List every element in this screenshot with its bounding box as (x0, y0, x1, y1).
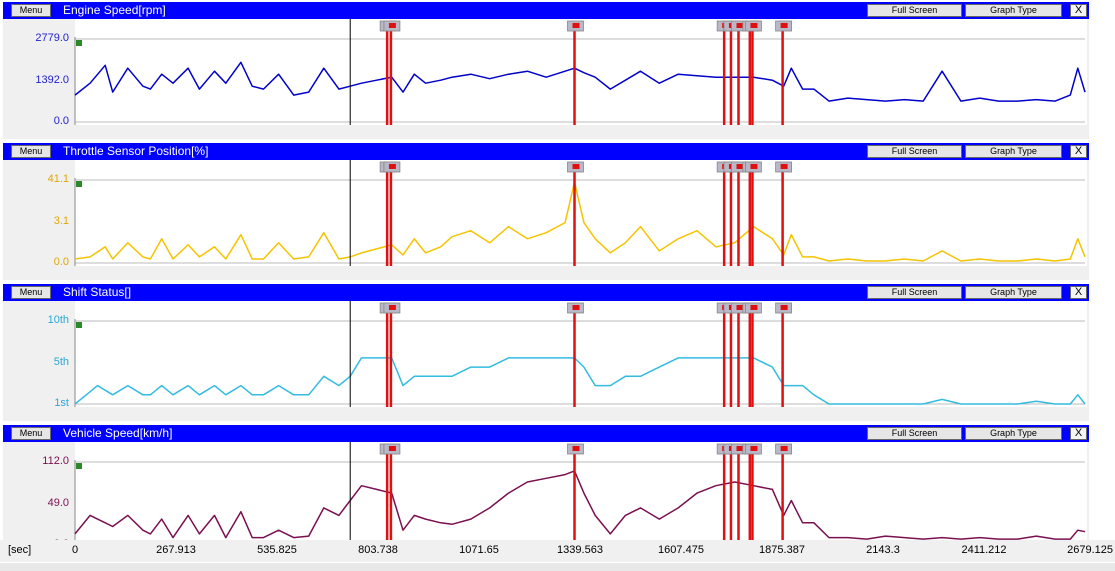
time-axis-unit: [sec] (8, 544, 32, 556)
shift-status-series-line (74, 357, 1086, 405)
vehicle-speed-panel-title: Vehicle Speed[km/h] (63, 426, 173, 440)
shift-status-plot[interactable] (3, 301, 1089, 421)
event-flag-mark (572, 305, 580, 310)
event-flag-mark (750, 23, 758, 28)
event-flag-mark (572, 164, 580, 169)
x-tick-label: 2411.212 (961, 544, 1007, 556)
shift-status-panel: Menu Shift Status[] Full Screen Graph Type X… (3, 284, 1089, 421)
engine-speed-title-bar: Menu Engine Speed[rpm] Full Screen Graph Ty… (3, 2, 1089, 19)
throttle-position-panel: Menu Throttle Sensor Position[%] Full Scre… (3, 143, 1089, 280)
event-flag-mark (388, 305, 396, 310)
axis-handle-icon[interactable] (76, 322, 82, 328)
event-flag-mark (736, 446, 744, 451)
x-tick-label: 1071.65 (459, 544, 499, 556)
event-flag-mark (736, 164, 744, 169)
throttle-position-panel-title: Throttle Sensor Position[%] (63, 144, 209, 158)
shift-status-y-label: 10th (47, 314, 69, 326)
event-flag-mark (736, 305, 744, 310)
x-tick-label: 2679.125 (1067, 544, 1113, 556)
throttle-position-y-label: 41.1 (47, 173, 69, 185)
engine-speed-y-label: 1392.0 (35, 73, 69, 86)
engine-speed-graph-type-button[interactable]: Graph Type (965, 4, 1062, 17)
event-flag-mark (780, 23, 788, 28)
vehicle-speed-graph-type-button[interactable]: Graph Type (965, 427, 1062, 440)
event-flag-mark (388, 164, 396, 169)
event-flag-mark (572, 446, 580, 451)
engine-speed-full-screen-button[interactable]: Full Screen (867, 4, 962, 17)
axis-handle-icon[interactable] (76, 181, 82, 187)
x-tick-label: 1875.387 (759, 544, 805, 556)
event-flag-mark (736, 23, 744, 28)
event-flag-mark (572, 23, 580, 28)
throttle-position-series-line (74, 181, 1086, 262)
event-flag-mark (750, 446, 758, 451)
engine-speed-y-label: 0.0 (53, 115, 69, 127)
event-flag-mark (750, 164, 758, 169)
engine-speed-close-button[interactable]: X (1070, 4, 1087, 17)
event-flag-mark (780, 305, 788, 310)
vehicle-speed-y-label: 49.0 (47, 496, 69, 509)
axis-handle-icon[interactable] (76, 463, 82, 469)
throttle-position-close-button[interactable]: X (1070, 145, 1087, 158)
shift-status-graph-type-button[interactable]: Graph Type (965, 286, 1062, 299)
shift-status-title-bar: Menu Shift Status[] Full Screen Graph Type X (3, 284, 1089, 301)
x-tick-label: 803.738 (358, 544, 398, 556)
shift-status-menu-button[interactable]: Menu (11, 286, 51, 299)
shift-status-panel-title: Shift Status[] (63, 285, 132, 299)
event-flag-mark (750, 305, 758, 310)
bottom-scrollbar[interactable] (0, 563, 1115, 571)
x-tick-label: 535.825 (257, 544, 297, 556)
vehicle-speed-full-screen-button[interactable]: Full Screen (867, 427, 962, 440)
throttle-position-y-label: 3.1 (53, 214, 69, 227)
x-tick-label: 0 (71, 544, 79, 556)
vehicle-speed-plot-area (75, 442, 1087, 548)
shift-status-close-button[interactable]: X (1070, 286, 1087, 299)
engine-speed-y-label: 2779.0 (35, 32, 69, 44)
vehicle-speed-close-button[interactable]: X (1070, 427, 1087, 440)
shift-status-full-screen-button[interactable]: Full Screen (867, 286, 962, 299)
event-flag-mark (388, 23, 396, 28)
event-flag-mark (780, 446, 788, 451)
engine-speed-menu-button[interactable]: Menu (11, 4, 51, 17)
shift-status-plot-area (75, 301, 1087, 407)
throttle-position-plot[interactable] (3, 160, 1089, 280)
engine-speed-panel: Menu Engine Speed[rpm] Full Screen Graph Ty… (3, 2, 1089, 139)
vehicle-speed-title-bar: Menu Vehicle Speed[km/h] Full Screen Graph … (3, 425, 1089, 442)
throttle-position-full-screen-button[interactable]: Full Screen (867, 145, 962, 158)
vehicle-speed-y-label: 112.0 (42, 455, 69, 467)
x-tick-label: 1607.475 (658, 544, 704, 556)
event-flag-mark (780, 164, 788, 169)
throttle-position-graph-type-button[interactable]: Graph Type (965, 145, 1062, 158)
throttle-position-y-label: 0.0 (53, 256, 69, 268)
throttle-position-menu-button[interactable]: Menu (11, 145, 51, 158)
engine-speed-series-line (74, 61, 1086, 102)
event-flag-mark (388, 446, 396, 451)
shift-status-y-label: 1st (54, 397, 69, 409)
x-tick-label: 267.913 (156, 544, 196, 556)
axis-handle-icon[interactable] (76, 40, 82, 46)
vehicle-speed-panel: Menu Vehicle Speed[km/h] Full Screen Graph … (3, 425, 1089, 562)
engine-speed-plot[interactable] (3, 19, 1089, 139)
vehicle-speed-series-line (74, 470, 1086, 540)
engine-speed-panel-title: Engine Speed[rpm] (63, 3, 166, 17)
vehicle-speed-menu-button[interactable]: Menu (11, 427, 51, 440)
time-axis: [sec] 0 267.913 535.825 803.738 1071.65 1339.… (0, 540, 1115, 562)
x-tick-label: 2143.3 (866, 544, 900, 556)
shift-status-y-label: 5th (53, 355, 69, 368)
throttle-position-title-bar: Menu Throttle Sensor Position[%] Full Scre… (3, 143, 1089, 160)
x-tick-label: 1339.563 (557, 544, 603, 556)
